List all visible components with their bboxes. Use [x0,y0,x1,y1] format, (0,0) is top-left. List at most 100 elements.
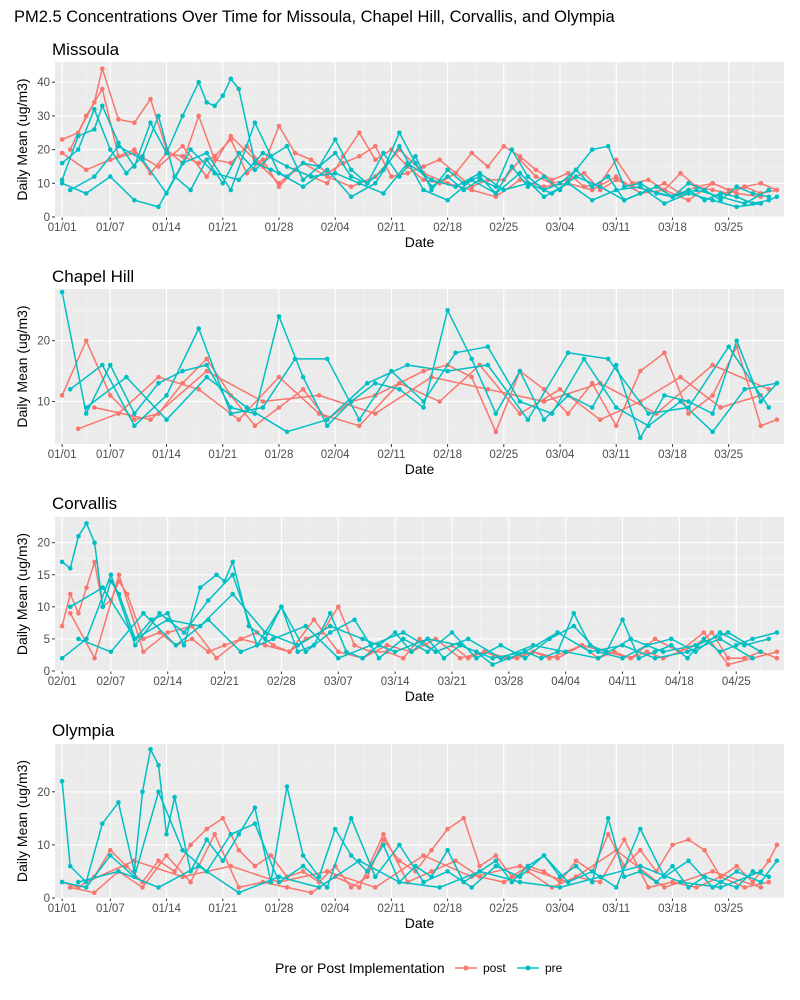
data-point-pre [59,559,65,565]
data-point-pre [429,177,434,183]
data-point-post [678,170,683,176]
data-point-post [734,863,739,869]
data-point-post [702,847,707,853]
data-point-pre [573,174,579,179]
data-point-pre [252,120,258,125]
data-point-post [469,374,475,380]
data-point-pre [332,137,338,142]
data-point-pre [405,362,410,368]
data-point-pre [303,623,309,629]
data-point-pre [429,187,434,193]
x-axis-title: Date [405,688,435,704]
data-point-pre [522,649,528,655]
data-point-post [204,356,209,362]
data-point-post [774,842,780,848]
data-point-pre [493,858,499,864]
data-point-pre [108,147,113,152]
data-point-pre [164,832,169,837]
data-point-pre [197,585,203,590]
data-point-pre [164,393,169,398]
data-point-post [67,885,73,890]
y-tick-label: 30 [37,111,50,123]
data-point-post [287,649,292,655]
data-point-post [132,417,137,423]
data-point-pre [717,636,723,642]
legend: Pre or Post Implementation post pre [275,960,563,976]
data-point-pre [405,160,410,166]
x-tick-label: 02/18 [433,449,462,461]
data-point-post [533,167,539,173]
data-point-pre [140,157,145,162]
data-point-pre [678,879,683,885]
data-point-pre [332,170,338,176]
data-point-pre [76,534,81,539]
data-point-pre [173,643,179,648]
data-point-pre [565,879,571,885]
x-tick-label: 01/21 [208,222,237,234]
data-point-pre [381,150,386,156]
data-point-pre [59,160,65,166]
data-point-pre [465,636,471,642]
data-point-post [172,869,177,874]
series-line-post [77,364,762,430]
data-point-pre [734,885,739,890]
data-point-pre [212,170,217,176]
data-point-pre [525,417,531,423]
data-point-post [429,847,434,853]
data-point-post [180,143,185,149]
data-point-pre [490,655,495,661]
x-tick-label: 03/28 [494,676,523,688]
data-point-pre [670,194,675,200]
data-point-pre [589,405,595,410]
data-point-pre [685,655,690,661]
data-point-pre [710,429,715,435]
data-point-pre [498,643,504,648]
data-point-pre [589,869,595,874]
data-point-post [75,426,81,432]
data-point-post [132,120,137,125]
data-point-pre [262,630,268,635]
data-point-post [308,890,314,895]
data-point-pre [92,106,97,112]
data-point-pre [525,184,531,189]
legend-items: post pre [455,961,563,975]
data-point-post [189,636,195,642]
data-point-pre [571,623,577,629]
data-point-pre [332,150,338,156]
data-point-pre [517,879,523,885]
data-point-pre [774,194,780,200]
data-point-post [276,181,282,186]
data-point-pre [100,362,105,368]
y-tick-label: 5 [44,634,50,646]
data-point-pre [244,405,250,410]
data-point-post [373,885,378,890]
data-point-post [373,411,378,416]
data-point-pre [279,604,284,610]
data-point-pre [228,832,234,837]
x-tick-label: 04/11 [609,676,637,688]
data-point-post [365,874,370,880]
data-point-post [357,423,362,429]
x-tick-label: 02/04 [321,222,350,234]
data-point-pre [206,598,211,603]
data-point-pre [758,201,764,206]
data-point-pre [652,649,658,655]
data-point-pre [557,874,563,880]
data-point-post [68,611,73,616]
data-point-post [709,630,715,635]
data-point-pre [622,874,627,880]
data-point-pre [204,150,209,156]
data-point-pre [365,869,370,874]
data-point-pre [108,362,113,368]
data-point-post [236,847,242,853]
data-point-pre [541,194,547,200]
x-tick-label: 03/04 [546,903,575,915]
data-point-pre [686,885,691,890]
data-point-pre [595,655,601,661]
data-point-pre [348,194,354,200]
data-point-post [589,187,595,193]
data-point-pre [116,143,121,149]
data-point-post [260,399,266,404]
data-point-pre [140,154,145,159]
data-point-pre [613,405,619,410]
